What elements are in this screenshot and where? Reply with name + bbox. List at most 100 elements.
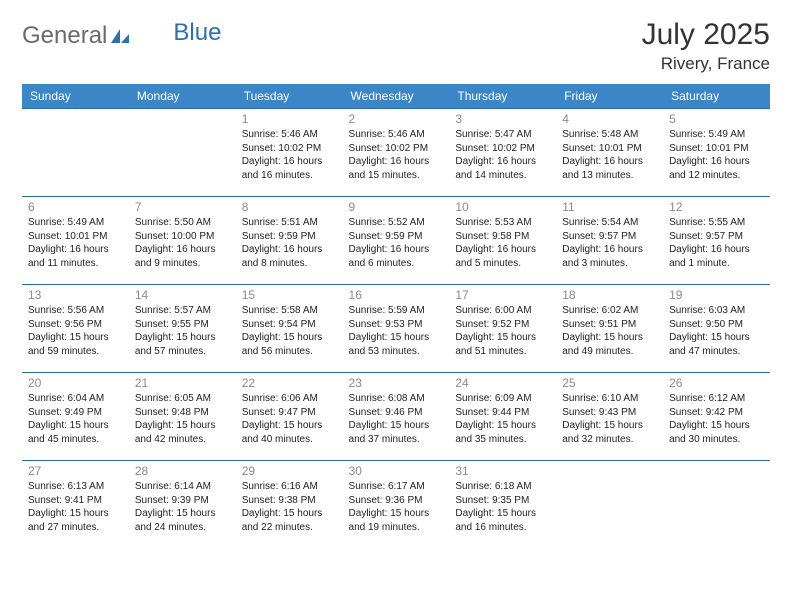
sunrise-line: Sunrise: 6:08 AM xyxy=(349,392,444,406)
sunrise-line: Sunrise: 6:14 AM xyxy=(135,480,230,494)
day-header: Tuesday xyxy=(236,84,343,109)
calendar-week-row: 1Sunrise: 5:46 AMSunset: 10:02 PMDayligh… xyxy=(22,109,770,197)
sunset-line: Sunset: 9:47 PM xyxy=(242,406,337,420)
daylight-line: Daylight: 16 hours and 6 minutes. xyxy=(349,243,444,270)
sunset-line: Sunset: 9:41 PM xyxy=(28,494,123,508)
daylight-line: Daylight: 15 hours and 45 minutes. xyxy=(28,419,123,446)
sunset-line: Sunset: 10:01 PM xyxy=(28,230,123,244)
sunrise-line: Sunrise: 6:12 AM xyxy=(669,392,764,406)
day-header: Thursday xyxy=(449,84,556,109)
daylight-line: Daylight: 15 hours and 51 minutes. xyxy=(455,331,550,358)
sunrise-line: Sunrise: 5:51 AM xyxy=(242,216,337,230)
calendar-cell: 7Sunrise: 5:50 AMSunset: 10:00 PMDayligh… xyxy=(129,197,236,285)
sunrise-line: Sunrise: 5:53 AM xyxy=(455,216,550,230)
brand-name: General xyxy=(22,22,107,50)
day-number: 11 xyxy=(562,200,657,214)
sunset-line: Sunset: 9:54 PM xyxy=(242,318,337,332)
calendar-body: 1Sunrise: 5:46 AMSunset: 10:02 PMDayligh… xyxy=(22,109,770,549)
daylight-line: Daylight: 15 hours and 22 minutes. xyxy=(242,507,337,534)
sunset-line: Sunset: 9:56 PM xyxy=(28,318,123,332)
day-number: 28 xyxy=(135,464,230,478)
sunset-line: Sunset: 9:59 PM xyxy=(349,230,444,244)
calendar-cell: 29Sunrise: 6:16 AMSunset: 9:38 PMDayligh… xyxy=(236,461,343,549)
day-number: 19 xyxy=(669,288,764,302)
day-number: 1 xyxy=(242,112,337,126)
sunrise-line: Sunrise: 5:59 AM xyxy=(349,304,444,318)
day-number: 9 xyxy=(349,200,444,214)
day-number: 30 xyxy=(349,464,444,478)
brand-logo: General Blue xyxy=(22,22,221,50)
sunset-line: Sunset: 9:38 PM xyxy=(242,494,337,508)
brand-blue: Blue xyxy=(173,19,221,47)
day-number: 3 xyxy=(455,112,550,126)
day-number: 25 xyxy=(562,376,657,390)
daylight-line: Daylight: 16 hours and 14 minutes. xyxy=(455,155,550,182)
day-header: Sunday xyxy=(22,84,129,109)
calendar-cell: 18Sunrise: 6:02 AMSunset: 9:51 PMDayligh… xyxy=(556,285,663,373)
sunset-line: Sunset: 10:01 PM xyxy=(562,142,657,156)
calendar-cell: 21Sunrise: 6:05 AMSunset: 9:48 PMDayligh… xyxy=(129,373,236,461)
sunrise-line: Sunrise: 5:52 AM xyxy=(349,216,444,230)
calendar-week-row: 20Sunrise: 6:04 AMSunset: 9:49 PMDayligh… xyxy=(22,373,770,461)
calendar-head: SundayMondayTuesdayWednesdayThursdayFrid… xyxy=(22,84,770,109)
daylight-line: Daylight: 15 hours and 32 minutes. xyxy=(562,419,657,446)
calendar-cell: 10Sunrise: 5:53 AMSunset: 9:58 PMDayligh… xyxy=(449,197,556,285)
sunset-line: Sunset: 9:51 PM xyxy=(562,318,657,332)
day-number: 31 xyxy=(455,464,550,478)
calendar-cell: 12Sunrise: 5:55 AMSunset: 9:57 PMDayligh… xyxy=(663,197,770,285)
calendar-cell: 15Sunrise: 5:58 AMSunset: 9:54 PMDayligh… xyxy=(236,285,343,373)
sunset-line: Sunset: 9:43 PM xyxy=(562,406,657,420)
day-number: 20 xyxy=(28,376,123,390)
sunrise-line: Sunrise: 6:04 AM xyxy=(28,392,123,406)
daylight-line: Daylight: 15 hours and 16 minutes. xyxy=(455,507,550,534)
daylight-line: Daylight: 16 hours and 5 minutes. xyxy=(455,243,550,270)
sunset-line: Sunset: 9:52 PM xyxy=(455,318,550,332)
sunset-line: Sunset: 9:36 PM xyxy=(349,494,444,508)
sunset-line: Sunset: 10:02 PM xyxy=(349,142,444,156)
sunset-line: Sunset: 10:02 PM xyxy=(242,142,337,156)
daylight-line: Daylight: 15 hours and 53 minutes. xyxy=(349,331,444,358)
sunset-line: Sunset: 9:55 PM xyxy=(135,318,230,332)
sunrise-line: Sunrise: 6:18 AM xyxy=(455,480,550,494)
calendar-cell: 28Sunrise: 6:14 AMSunset: 9:39 PMDayligh… xyxy=(129,461,236,549)
sunset-line: Sunset: 9:44 PM xyxy=(455,406,550,420)
calendar-cell: 27Sunrise: 6:13 AMSunset: 9:41 PMDayligh… xyxy=(22,461,129,549)
calendar-cell: 25Sunrise: 6:10 AMSunset: 9:43 PMDayligh… xyxy=(556,373,663,461)
sunrise-line: Sunrise: 6:09 AM xyxy=(455,392,550,406)
day-number: 8 xyxy=(242,200,337,214)
day-number: 6 xyxy=(28,200,123,214)
calendar-cell: 6Sunrise: 5:49 AMSunset: 10:01 PMDayligh… xyxy=(22,197,129,285)
daylight-line: Daylight: 16 hours and 11 minutes. xyxy=(28,243,123,270)
sunset-line: Sunset: 9:35 PM xyxy=(455,494,550,508)
daylight-line: Daylight: 15 hours and 37 minutes. xyxy=(349,419,444,446)
daylight-line: Daylight: 15 hours and 57 minutes. xyxy=(135,331,230,358)
calendar-cell: 8Sunrise: 5:51 AMSunset: 9:59 PMDaylight… xyxy=(236,197,343,285)
sunset-line: Sunset: 10:01 PM xyxy=(669,142,764,156)
day-header: Saturday xyxy=(663,84,770,109)
calendar-cell: 31 Sunrise: 6:18 AMSunset: 9:35 PMDayligh… xyxy=(449,461,556,549)
daylight-line: Daylight: 16 hours and 3 minutes. xyxy=(562,243,657,270)
calendar-cell: 23Sunrise: 6:08 AMSunset: 9:46 PMDayligh… xyxy=(343,373,450,461)
calendar-cell: 9 Sunrise: 5:52 AMSunset: 9:59 PMDaylight… xyxy=(343,197,450,285)
day-number: 26 xyxy=(669,376,764,390)
daylight-line: Daylight: 15 hours and 42 minutes. xyxy=(135,419,230,446)
day-number: 15 xyxy=(242,288,337,302)
calendar-cell: 22Sunrise: 6:06 AMSunset: 9:47 PMDayligh… xyxy=(236,373,343,461)
sunrise-line: Sunrise: 5:54 AM xyxy=(562,216,657,230)
daylight-line: Daylight: 16 hours and 16 minutes. xyxy=(242,155,337,182)
daylight-line: Daylight: 16 hours and 13 minutes. xyxy=(562,155,657,182)
sunrise-line: Sunrise: 6:03 AM xyxy=(669,304,764,318)
sunset-line: Sunset: 9:53 PM xyxy=(349,318,444,332)
daylight-line: Daylight: 15 hours and 19 minutes. xyxy=(349,507,444,534)
day-number: 27 xyxy=(28,464,123,478)
calendar-cell: 26Sunrise: 6:12 AMSunset: 9:42 PMDayligh… xyxy=(663,373,770,461)
daylight-line: Daylight: 15 hours and 30 minutes. xyxy=(669,419,764,446)
sunrise-line: Sunrise: 5:49 AM xyxy=(669,128,764,142)
daylight-line: Daylight: 15 hours and 40 minutes. xyxy=(242,419,337,446)
sunrise-line: Sunrise: 5:48 AM xyxy=(562,128,657,142)
day-number: 2 xyxy=(349,112,444,126)
calendar-cell: 24Sunrise: 6:09 AMSunset: 9:44 PMDayligh… xyxy=(449,373,556,461)
daylight-line: Daylight: 16 hours and 12 minutes. xyxy=(669,155,764,182)
calendar-cell: 4Sunrise: 5:48 AMSunset: 10:01 PMDayligh… xyxy=(556,109,663,197)
day-number: 18 xyxy=(562,288,657,302)
